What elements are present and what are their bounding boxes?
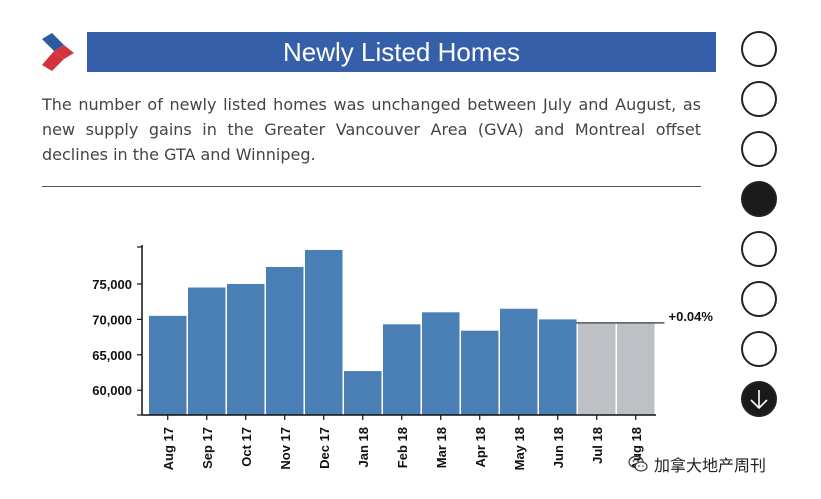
- page-dot-3[interactable]: [741, 131, 777, 167]
- y-tick-label: 65,000: [92, 348, 132, 363]
- x-tick-label: Jun 18: [551, 427, 566, 468]
- bar-jan-18: [344, 371, 382, 415]
- y-tick-label: 60,000: [92, 383, 132, 398]
- page-dot-1[interactable]: [741, 31, 777, 67]
- x-tick-label: Sep 17: [200, 427, 215, 469]
- x-tick-label: Aug 17: [161, 427, 176, 470]
- newly-listed-chart: 60,000 65,000 70,000 75,000 Aug 17 Sep 17 Oct …: [92, 245, 714, 470]
- x-tick-label: Nov 17: [278, 427, 293, 470]
- page-indicator: [741, 31, 777, 431]
- bar-apr-18: [461, 330, 499, 415]
- bar-oct-17: [227, 283, 265, 415]
- x-tick-label: Aug 18: [629, 427, 644, 470]
- x-tick-label: Apr 18: [473, 427, 488, 467]
- wechat-icon: [628, 455, 648, 472]
- bar-jul-18: [578, 322, 616, 415]
- page-dot-5[interactable]: [741, 231, 777, 267]
- x-tick-label: Oct 17: [239, 427, 254, 467]
- x-tick-label: Dec 17: [317, 427, 332, 469]
- x-tick-label: May 18: [512, 427, 527, 470]
- arrow-down-icon: [750, 390, 768, 410]
- bar-mar-18: [422, 312, 460, 415]
- page-title: Newly Listed Homes: [87, 32, 716, 72]
- page-dot-2[interactable]: [741, 81, 777, 117]
- page-dot-4-active[interactable]: [741, 181, 777, 217]
- description: The number of newly listed homes was unc…: [42, 95, 701, 164]
- x-tick-label: Mar 18: [434, 427, 449, 468]
- bar-feb-18: [383, 324, 421, 415]
- x-tick-label: Feb 18: [395, 427, 410, 468]
- watermark-text: 加拿大地产周刊: [654, 458, 767, 475]
- bar-sep-17: [188, 287, 226, 415]
- bar-jun-18: [539, 319, 577, 415]
- y-tick-label: 70,000: [92, 312, 132, 327]
- watermark: 加拿大地产周刊: [628, 452, 798, 476]
- x-tick-label: Jan 18: [356, 427, 371, 467]
- bar-may-18: [500, 308, 538, 415]
- logo-icon: [42, 33, 74, 71]
- bar-aug-17: [149, 315, 187, 415]
- page-dot-7[interactable]: [741, 331, 777, 367]
- page-dot-6[interactable]: [741, 281, 777, 317]
- bar-dec-17: [305, 249, 343, 415]
- divider: [42, 186, 701, 187]
- x-tick-label: Jul 18: [590, 427, 605, 464]
- next-page-button[interactable]: [741, 381, 777, 417]
- bar-nov-17: [266, 266, 304, 415]
- y-tick-label: 75,000: [92, 277, 132, 292]
- bar-aug-18: [617, 322, 655, 415]
- change-annotation: +0.04%: [669, 309, 714, 324]
